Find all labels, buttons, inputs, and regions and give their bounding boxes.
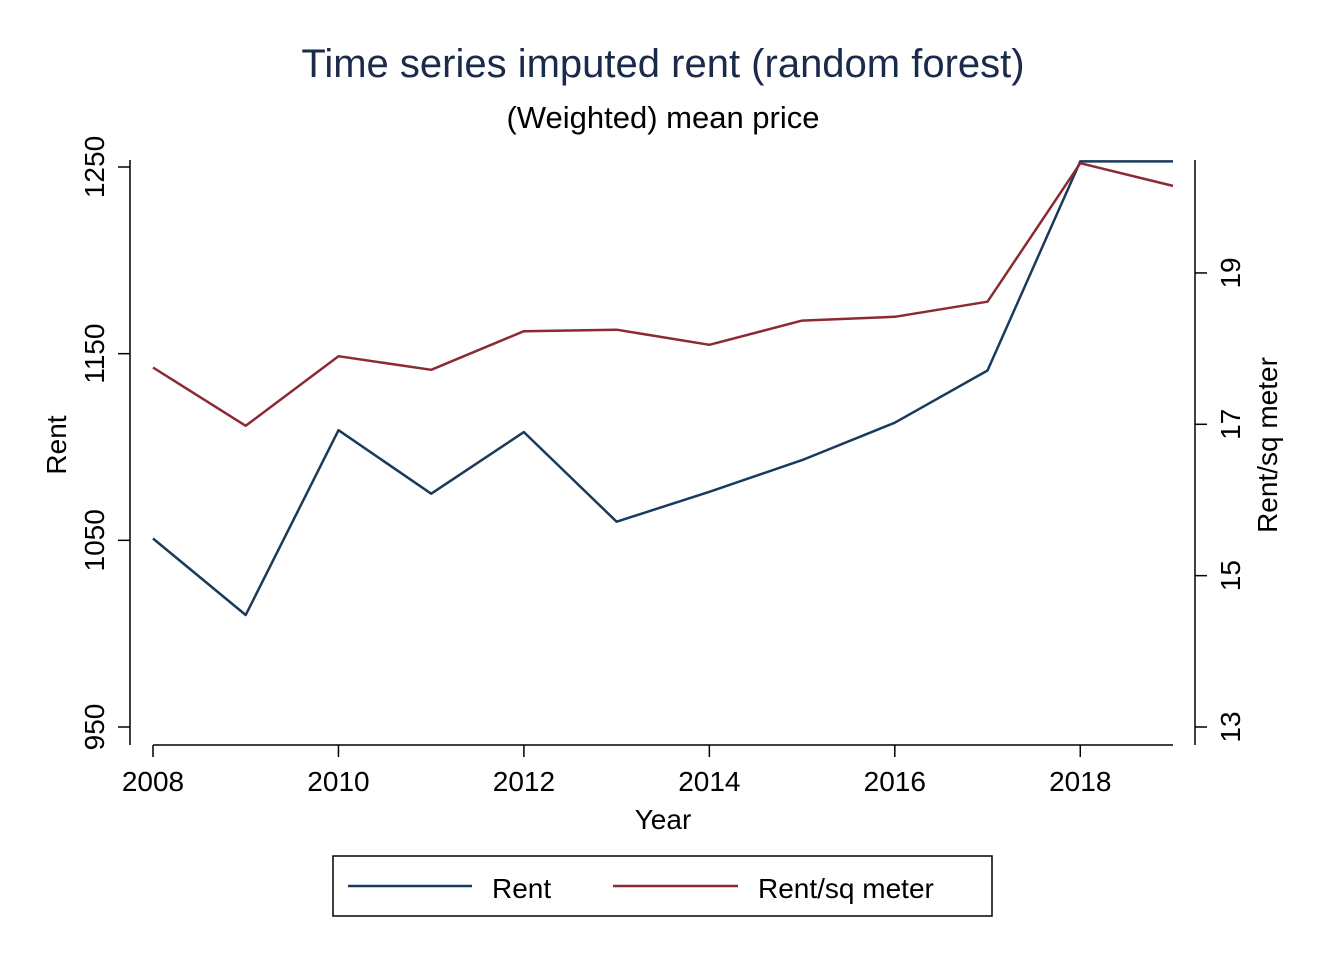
y-tick-label-right: 15 bbox=[1215, 560, 1246, 591]
y-tick-label-left: 1250 bbox=[79, 136, 110, 198]
series-line-rent bbox=[152, 160, 1173, 617]
series-group bbox=[152, 160, 1174, 617]
x-tick-label: 2012 bbox=[493, 766, 555, 797]
y-tick-label-right: 19 bbox=[1215, 257, 1246, 288]
y-tick-label-right: 17 bbox=[1215, 409, 1246, 440]
x-tick-label: 2008 bbox=[122, 766, 184, 797]
legend-label-rent: Rent bbox=[492, 873, 551, 904]
y-ticks-right: 13 15 17 19 bbox=[1195, 257, 1246, 743]
x-ticks: 2008 2010 2012 2014 2016 2018 bbox=[122, 745, 1111, 797]
x-tick-label: 2018 bbox=[1049, 766, 1111, 797]
y-tick-label-left: 1050 bbox=[79, 509, 110, 571]
legend-label-rent-per-sqm: Rent/sq meter bbox=[758, 873, 934, 904]
y-tick-label-left: 1150 bbox=[79, 324, 110, 384]
chart-subtitle: (Weighted) mean price bbox=[506, 100, 819, 135]
x-tick-label: 2016 bbox=[864, 766, 926, 797]
x-axis-title: Year bbox=[635, 804, 692, 835]
y-tick-label-right: 13 bbox=[1215, 711, 1246, 742]
y-axis-title-left: Rent bbox=[41, 415, 72, 474]
x-tick-label: 2014 bbox=[678, 766, 740, 797]
series-line-rent-per-sqm bbox=[152, 161, 1174, 428]
y-tick-label-left: 950 bbox=[79, 704, 110, 751]
y-axis-title-right: Rent/sq meter bbox=[1252, 357, 1283, 533]
chart-title: Time series imputed rent (random forest) bbox=[301, 42, 1024, 86]
x-tick-label: 2010 bbox=[307, 766, 369, 797]
y-ticks-left: 950 1050 1150 1250 bbox=[79, 136, 130, 751]
